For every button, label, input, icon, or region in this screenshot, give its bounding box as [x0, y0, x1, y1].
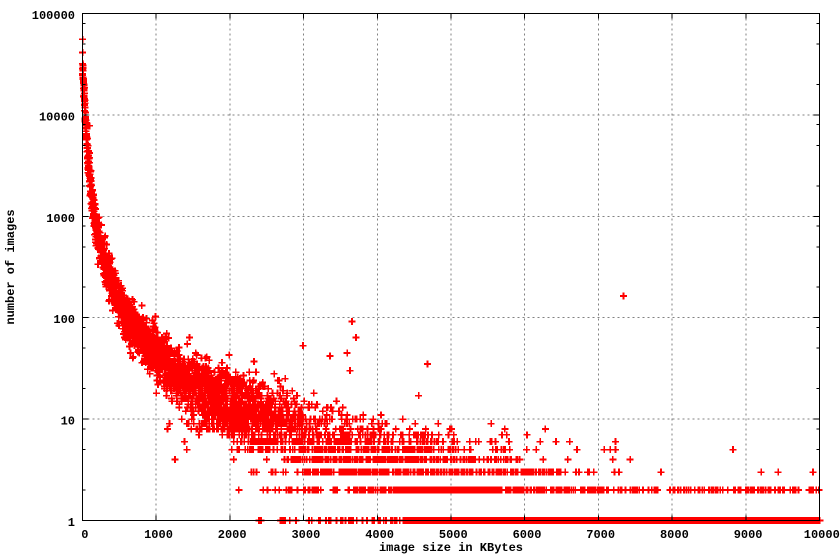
svg-text:5000: 5000: [439, 528, 468, 542]
svg-text:7000: 7000: [586, 528, 615, 542]
svg-text:1000: 1000: [46, 212, 75, 226]
svg-text:100000: 100000: [32, 9, 75, 23]
svg-text:10000: 10000: [39, 110, 75, 124]
svg-text:4000: 4000: [365, 528, 394, 542]
svg-text:10: 10: [61, 415, 75, 429]
svg-text:number of images: number of images: [4, 209, 18, 324]
svg-text:8000: 8000: [660, 528, 689, 542]
svg-text:10000: 10000: [804, 528, 840, 542]
svg-text:image size in KBytes: image size in KBytes: [379, 541, 523, 555]
svg-text:3000: 3000: [291, 528, 320, 542]
svg-text:9000: 9000: [734, 528, 763, 542]
svg-text:0: 0: [81, 528, 88, 542]
svg-text:100: 100: [53, 313, 75, 327]
svg-text:1: 1: [68, 516, 75, 530]
svg-text:6000: 6000: [513, 528, 542, 542]
svg-text:2000: 2000: [218, 528, 247, 542]
svg-text:1000: 1000: [144, 528, 173, 542]
